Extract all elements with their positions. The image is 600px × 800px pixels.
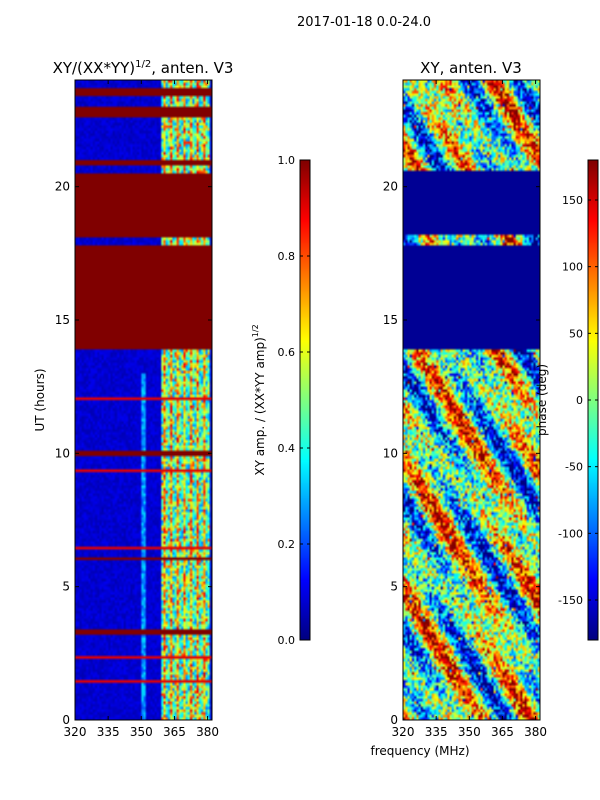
left-title-exponent: 1/2 bbox=[135, 59, 151, 70]
phase-colorbar-tick-label: 0 bbox=[576, 394, 583, 407]
phase-colorbar-tick-label: -100 bbox=[558, 527, 583, 540]
left-x-tick-label: 380 bbox=[196, 725, 219, 739]
figure-x-axis-label: frequency (MHz) bbox=[370, 744, 469, 758]
phase-colorbar-ticks: -150 -100 -50 0 50 100 150 bbox=[558, 194, 598, 607]
right-y-tick-label: 20 bbox=[383, 180, 398, 194]
amplitude-colorbar-gradient bbox=[300, 160, 310, 640]
figure-suptitle: 2017-01-18 0.0-24.0 bbox=[297, 15, 431, 30]
right-x-tick-label: 335 bbox=[425, 725, 448, 739]
amplitude-colorbar-tick-label: 0.8 bbox=[278, 250, 296, 263]
phase-colorbar-tick-label: -150 bbox=[558, 594, 583, 607]
right-x-tick-label: 365 bbox=[491, 725, 514, 739]
left-heatmap bbox=[74, 79, 213, 721]
phase-colorbar-tick-label: 150 bbox=[562, 194, 583, 207]
left-y-tick-label: 20 bbox=[55, 180, 70, 194]
left-panel-title: XY/(XX*YY)1/2, anten. V3 bbox=[53, 59, 234, 77]
right-y-ticks: 0 5 10 15 20 bbox=[383, 180, 540, 727]
right-panel-title: XY, anten. V3 bbox=[420, 59, 522, 77]
left-y-ticks: 0 5 10 15 20 bbox=[55, 180, 212, 727]
left-axes-frame bbox=[74, 79, 213, 721]
phase-colorbar-tick-label: 100 bbox=[562, 261, 583, 274]
left-x-tick-label: 320 bbox=[64, 725, 87, 739]
phase-colorbar-tick-label: -50 bbox=[565, 461, 583, 474]
right-axes-frame bbox=[402, 79, 541, 721]
phase-colorbar-label: phase (deg) bbox=[535, 364, 549, 436]
amplitude-colorbar bbox=[299, 159, 311, 641]
left-x-tick-label: 365 bbox=[163, 725, 186, 739]
right-x-tick-label: 320 bbox=[392, 725, 415, 739]
right-y-tick-label: 10 bbox=[383, 446, 398, 460]
amplitude-colorbar-frame bbox=[299, 159, 311, 641]
amplitude-colorbar-tick-label: 0.4 bbox=[278, 442, 296, 455]
left-title-main: XY/(XX*YY) bbox=[53, 59, 136, 77]
left-y-tick-label: 5 bbox=[62, 580, 70, 594]
left-y-tick-label: 0 bbox=[62, 713, 70, 727]
amplitude-colorbar-tick-label: 0.0 bbox=[278, 634, 296, 647]
amplitude-colorbar-ticks: 0.0 0.2 0.4 0.6 0.8 1.0 bbox=[278, 154, 310, 647]
right-x-tick-label: 380 bbox=[524, 725, 547, 739]
amplitude-colorbar-label-main: XY amp. / (XX*YY amp) bbox=[253, 337, 267, 475]
phase-colorbar-tick-label: 50 bbox=[569, 327, 583, 340]
right-y-tick-label: 0 bbox=[390, 713, 398, 727]
amplitude-colorbar-tick-label: 0.2 bbox=[278, 538, 296, 551]
left-x-tick-label: 335 bbox=[97, 725, 120, 739]
right-x-ticks: 320 335 350 365 380 bbox=[392, 80, 547, 739]
left-y-axis-label: UT (hours) bbox=[33, 368, 47, 431]
left-x-ticks: 320 335 350 365 380 bbox=[64, 80, 219, 739]
amplitude-colorbar-label: XY amp. / (XX*YY amp)1/2 bbox=[251, 324, 267, 475]
phase-colorbar-gradient bbox=[588, 160, 598, 640]
left-heatmap-image bbox=[75, 80, 212, 720]
amplitude-colorbar-tick-label: 1.0 bbox=[278, 154, 296, 167]
left-title-suffix: , anten. V3 bbox=[151, 59, 233, 77]
amplitude-colorbar-tick-label: 0.6 bbox=[278, 346, 296, 359]
left-y-tick-label: 10 bbox=[55, 446, 70, 460]
right-heatmap-image bbox=[403, 80, 540, 720]
right-heatmap bbox=[402, 79, 541, 721]
right-x-tick-label: 350 bbox=[458, 725, 481, 739]
left-x-tick-label: 350 bbox=[130, 725, 153, 739]
right-y-tick-label: 5 bbox=[390, 580, 398, 594]
amplitude-colorbar-label-exponent: 1/2 bbox=[251, 324, 260, 337]
right-y-tick-label: 15 bbox=[383, 313, 398, 327]
left-y-tick-label: 15 bbox=[55, 313, 70, 327]
